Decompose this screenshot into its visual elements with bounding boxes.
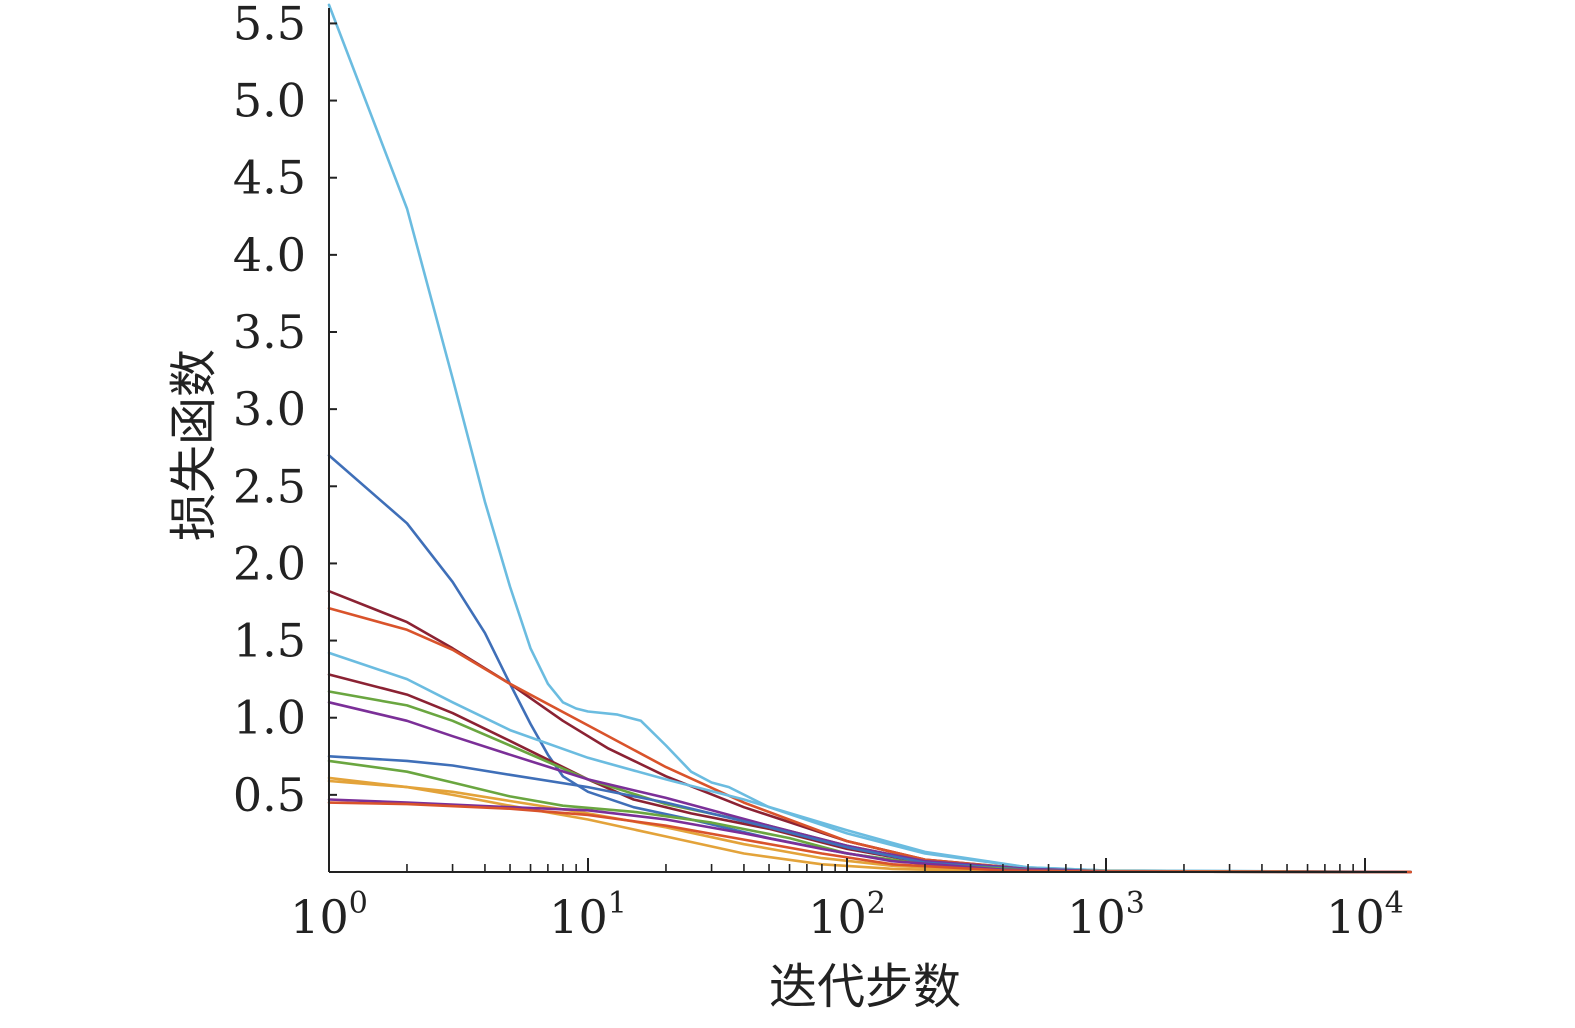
y-tick-label-9: 4.5 [233, 151, 306, 205]
x-axis-title: 迭代步数 [769, 959, 961, 1015]
x-tick-label-3: 102 [808, 886, 886, 944]
y-tick-label-8: 4.0 [233, 228, 306, 282]
x-tick-label-5: 104 [1326, 886, 1404, 944]
y-tick-label-7: 3.5 [233, 305, 306, 359]
series-layer [327, 3, 1412, 874]
y-tick-label-2: 1.0 [233, 691, 306, 745]
x-tick-label-2: 101 [549, 886, 627, 944]
y-tick-label-1: 0.5 [233, 768, 306, 822]
series-line-7 [327, 690, 1412, 874]
labels-layer: 迭代步数 损失函数 [166, 349, 961, 1015]
x-tick-label-4: 103 [1067, 886, 1145, 944]
axes-layer: 0.5 1.0 1.5 2.0 2.5 3.0 3.5 4.0 4.5 5.0 5.5 100 101 1… [233, 0, 1407, 944]
series-line-1 [327, 3, 1412, 874]
y-tick-label-10: 5.0 [233, 74, 306, 128]
series-line-5 [327, 651, 1412, 874]
series-line-6 [327, 673, 1412, 874]
series-line-11 [327, 776, 1412, 874]
y-tick-label-6: 3.0 [233, 382, 306, 436]
series-line-14 [327, 801, 1412, 874]
y-tick-label-4: 2.0 [233, 536, 306, 590]
series-line-9 [327, 755, 1412, 874]
y-axis-title: 损失函数 [166, 349, 222, 541]
y-tick-label-11: 5.5 [233, 0, 306, 50]
y-tick-label-3: 1.5 [233, 614, 306, 668]
y-tick-label-5: 2.5 [233, 459, 306, 513]
series-line-10 [327, 759, 1412, 874]
x-tick-label-1: 100 [290, 886, 368, 944]
series-line-2 [327, 454, 1412, 874]
